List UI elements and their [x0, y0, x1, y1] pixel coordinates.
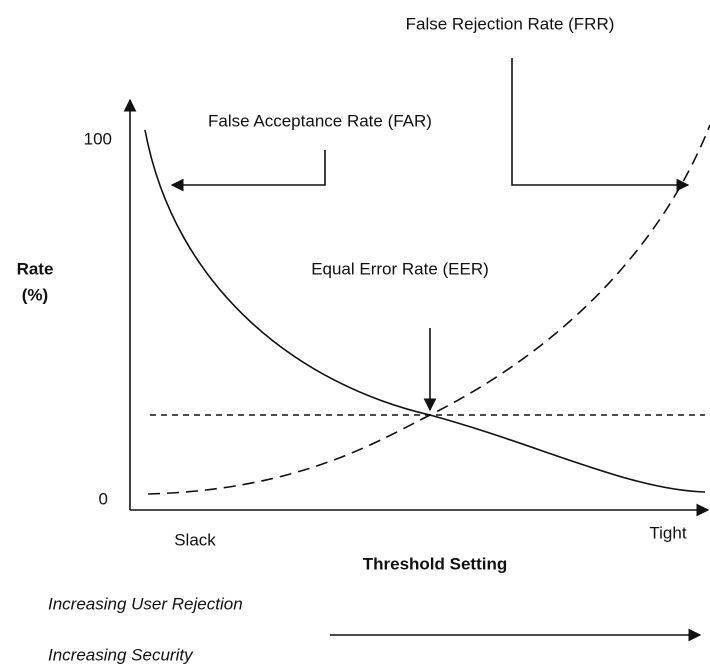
y-top: 100: [84, 129, 112, 148]
y-bottom: 0: [99, 489, 108, 508]
frr-curve: [147, 124, 710, 495]
far-label: False Acceptance Rate (FAR): [208, 111, 432, 130]
y-label: (%): [22, 285, 48, 304]
x-right: Tight: [649, 523, 686, 542]
footer-line: Increasing User Rejection: [48, 594, 243, 613]
far-curve: [144, 129, 706, 493]
eer-label: Equal Error Rate (EER): [311, 259, 489, 278]
x-left: Slack: [174, 530, 216, 549]
far-arrow: [170, 150, 326, 192]
x-title: Threshold Setting: [363, 554, 508, 573]
footer-line: Increasing Security: [48, 645, 194, 664]
y-label: Rate: [17, 259, 54, 278]
frr-arrow: [511, 58, 690, 192]
frr-label: False Rejection Rate (FRR): [406, 14, 615, 33]
